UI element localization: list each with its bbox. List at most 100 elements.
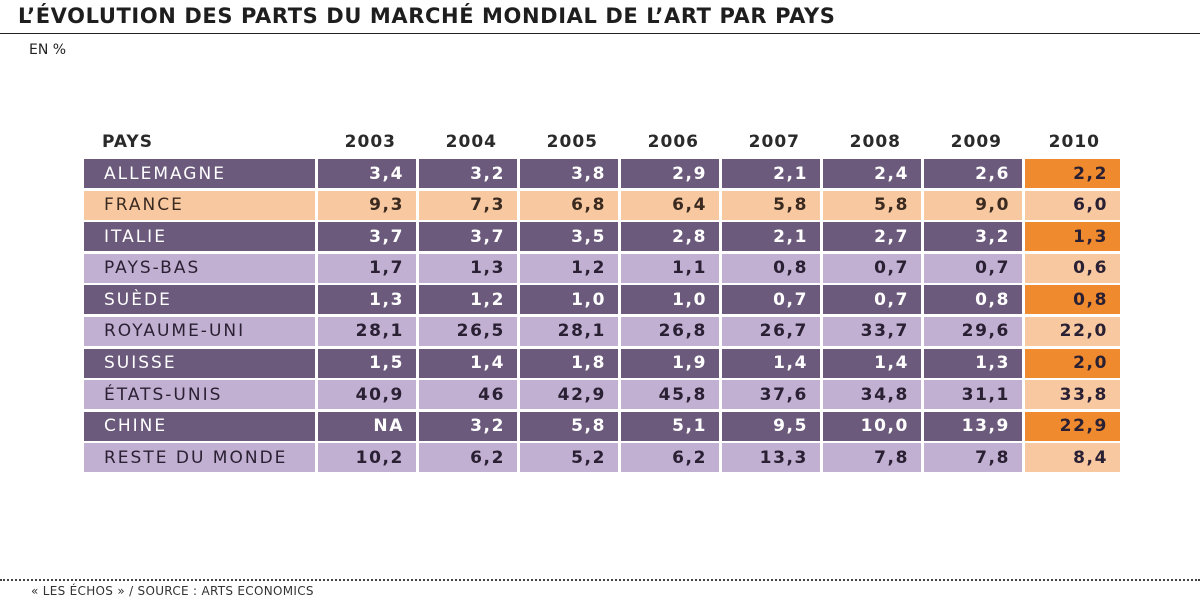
value-cell: 13,3 bbox=[722, 443, 820, 473]
value-cell: 7,3 bbox=[419, 190, 517, 220]
table-row: ROYAUME-UNI 28,1 26,5 28,1 26,8 26,7 33,7 29,6 2… bbox=[84, 316, 1123, 346]
header-year: 2006 bbox=[647, 132, 699, 152]
country-label: ITALIE bbox=[84, 222, 315, 252]
value-cell: 1,3 bbox=[419, 253, 517, 283]
country-label: ROYAUME-UNI bbox=[84, 316, 315, 346]
value-cell: 29,6 bbox=[924, 316, 1022, 346]
value-cell: 2,0 bbox=[1025, 348, 1120, 378]
value-cell: 6,8 bbox=[520, 190, 618, 220]
country-label: SUÈDE bbox=[84, 285, 315, 315]
value-cell: 37,6 bbox=[722, 380, 820, 410]
value-cell: 22,9 bbox=[1025, 411, 1120, 441]
value-cell: 22,0 bbox=[1025, 316, 1120, 346]
table-row: FRANCE 9,3 7,3 6,8 6,4 5,8 5,8 9,0 6,0 bbox=[84, 190, 1123, 220]
value-cell: 1,4 bbox=[722, 348, 820, 378]
value-cell: 6,4 bbox=[621, 190, 719, 220]
value-cell: 1,2 bbox=[419, 285, 517, 315]
country-label: ALLEMAGNE bbox=[84, 159, 315, 188]
value-cell: 5,1 bbox=[621, 411, 719, 441]
table-row: RESTE DU MONDE 10,2 6,2 5,2 6,2 13,3 7,8 7,8 8,4 bbox=[84, 443, 1123, 473]
data-table: PAYS 2003 2004 2005 2006 2007 2008 2009 2010 AL… bbox=[84, 125, 1123, 475]
table-row: ÉTATS-UNIS 40,9 46 42,9 45,8 37,6 34,8 31,1 33,8 bbox=[84, 380, 1123, 410]
value-cell: 2,4 bbox=[823, 159, 921, 188]
value-cell: 0,7 bbox=[722, 285, 820, 315]
value-cell: 3,2 bbox=[419, 411, 517, 441]
value-cell: 34,8 bbox=[823, 380, 921, 410]
value-cell: 46 bbox=[419, 380, 517, 410]
value-cell: 1,9 bbox=[621, 348, 719, 378]
value-cell: 2,2 bbox=[1025, 159, 1120, 188]
value-cell: 2,6 bbox=[924, 159, 1022, 188]
header-pays: PAYS bbox=[102, 132, 153, 152]
value-cell: 1,1 bbox=[621, 253, 719, 283]
value-cell: 33,7 bbox=[823, 316, 921, 346]
value-cell: 0,6 bbox=[1025, 253, 1120, 283]
value-cell: NA bbox=[318, 411, 416, 441]
header-row: PAYS 2003 2004 2005 2006 2007 2008 2009 2010 bbox=[84, 125, 1123, 159]
value-cell: 1,2 bbox=[520, 253, 618, 283]
table-row: PAYS-BAS 1,7 1,3 1,2 1,1 0,8 0,7 0,7 0,6 bbox=[84, 253, 1123, 283]
header-year: 2007 bbox=[748, 132, 800, 152]
value-cell: 10,0 bbox=[823, 411, 921, 441]
value-cell: 5,8 bbox=[722, 190, 820, 220]
value-cell: 26,7 bbox=[722, 316, 820, 346]
value-cell: 45,8 bbox=[621, 380, 719, 410]
value-cell: 1,0 bbox=[621, 285, 719, 315]
value-cell: 3,4 bbox=[318, 159, 416, 188]
value-cell: 0,7 bbox=[924, 253, 1022, 283]
table-row: CHINE NA 3,2 5,8 5,1 9,5 10,0 13,9 22,9 bbox=[84, 411, 1123, 441]
table-row: SUÈDE 1,3 1,2 1,0 1,0 0,7 0,7 0,8 0,8 bbox=[84, 285, 1123, 315]
value-cell: 1,5 bbox=[318, 348, 416, 378]
value-cell: 0,8 bbox=[1025, 285, 1120, 315]
value-cell: 42,9 bbox=[520, 380, 618, 410]
value-cell: 2,1 bbox=[722, 222, 820, 252]
value-cell: 3,7 bbox=[318, 222, 416, 252]
title-rule bbox=[0, 33, 1200, 34]
header-year: 2009 bbox=[950, 132, 1002, 152]
value-cell: 6,2 bbox=[621, 443, 719, 473]
value-cell: 9,5 bbox=[722, 411, 820, 441]
header-year: 2003 bbox=[344, 132, 396, 152]
value-cell: 6,0 bbox=[1025, 190, 1120, 220]
value-cell: 7,8 bbox=[924, 443, 1022, 473]
table-row: ALLEMAGNE 3,4 3,2 3,8 2,9 2,1 2,4 2,6 2,2 bbox=[84, 159, 1123, 188]
value-cell: 5,8 bbox=[823, 190, 921, 220]
value-cell: 9,0 bbox=[924, 190, 1022, 220]
value-cell: 26,8 bbox=[621, 316, 719, 346]
country-label: PAYS-BAS bbox=[84, 253, 315, 283]
value-cell: 0,7 bbox=[823, 285, 921, 315]
value-cell: 2,1 bbox=[722, 159, 820, 188]
value-cell: 7,8 bbox=[823, 443, 921, 473]
country-label: ÉTATS-UNIS bbox=[84, 380, 315, 410]
value-cell: 1,4 bbox=[419, 348, 517, 378]
value-cell: 28,1 bbox=[318, 316, 416, 346]
value-cell: 8,4 bbox=[1025, 443, 1120, 473]
value-cell: 0,8 bbox=[924, 285, 1022, 315]
value-cell: 10,2 bbox=[318, 443, 416, 473]
value-cell: 3,2 bbox=[419, 159, 517, 188]
value-cell: 1,4 bbox=[823, 348, 921, 378]
footer-divider bbox=[0, 579, 1200, 581]
value-cell: 0,7 bbox=[823, 253, 921, 283]
value-cell: 1,3 bbox=[318, 285, 416, 315]
country-label: RESTE DU MONDE bbox=[84, 443, 315, 473]
header-year: 2004 bbox=[445, 132, 497, 152]
value-cell: 28,1 bbox=[520, 316, 618, 346]
value-cell: 9,3 bbox=[318, 190, 416, 220]
chart-title: L’ÉVOLUTION DES PARTS DU MARCHÉ MONDIAL … bbox=[18, 4, 836, 28]
value-cell: 5,2 bbox=[520, 443, 618, 473]
value-cell: 3,5 bbox=[520, 222, 618, 252]
value-cell: 40,9 bbox=[318, 380, 416, 410]
value-cell: 0,8 bbox=[722, 253, 820, 283]
value-cell: 1,3 bbox=[924, 348, 1022, 378]
value-cell: 26,5 bbox=[419, 316, 517, 346]
header-year: 2008 bbox=[849, 132, 901, 152]
value-cell: 3,8 bbox=[520, 159, 618, 188]
value-cell: 2,9 bbox=[621, 159, 719, 188]
value-cell: 1,3 bbox=[1025, 222, 1120, 252]
value-cell: 2,8 bbox=[621, 222, 719, 252]
value-cell: 33,8 bbox=[1025, 380, 1120, 410]
country-label: SUISSE bbox=[84, 348, 315, 378]
value-cell: 3,7 bbox=[419, 222, 517, 252]
table-row: ITALIE 3,7 3,7 3,5 2,8 2,1 2,7 3,2 1,3 bbox=[84, 222, 1123, 252]
